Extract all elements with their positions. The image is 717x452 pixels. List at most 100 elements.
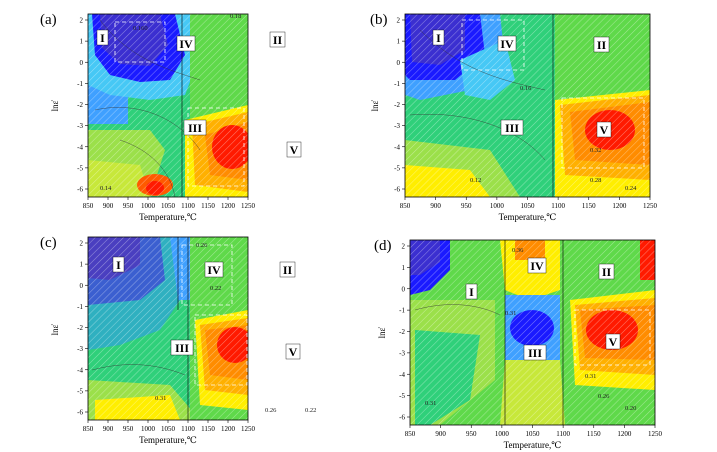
region-iii: III bbox=[523, 344, 547, 361]
contour-label: 0.31 bbox=[155, 395, 166, 402]
region-v: V bbox=[596, 121, 612, 138]
x-tick-label: 1050 bbox=[526, 430, 541, 438]
x-axis-label: Temperature,℃ bbox=[504, 440, 562, 450]
x-axis-label: Temperature,℃ bbox=[499, 212, 557, 222]
y-tick-label: -6 bbox=[394, 186, 400, 194]
svg-text:I: I bbox=[116, 258, 121, 272]
x-tick-label: 1200 bbox=[221, 202, 236, 210]
contour-label: 0.28 bbox=[590, 177, 601, 184]
y-tick-label: -3 bbox=[394, 122, 400, 130]
y-tick-label: -5 bbox=[77, 164, 83, 172]
svg-text:III: III bbox=[528, 346, 542, 360]
svg-text:V: V bbox=[609, 335, 618, 349]
x-tick-label: 1050 bbox=[521, 202, 536, 210]
x-tick-label: 1200 bbox=[612, 202, 627, 210]
panel-d-label: (d) bbox=[374, 238, 392, 254]
region-ii: II bbox=[279, 261, 296, 278]
y-tick-label: -3 bbox=[399, 349, 405, 357]
y-tick-label: 0 bbox=[402, 285, 406, 293]
region-iv: IV bbox=[176, 35, 196, 52]
svg-text:IV: IV bbox=[530, 259, 544, 273]
y-tick-label: 2 bbox=[402, 243, 406, 251]
panel-d-region-labels: I IV II III V bbox=[465, 257, 621, 361]
x-tick-label: 1150 bbox=[582, 202, 596, 210]
y-tick-label: -2 bbox=[399, 328, 405, 336]
contour-label: 0.31 bbox=[585, 373, 596, 380]
region-i: I bbox=[432, 29, 445, 46]
x-tick-label: 850 bbox=[83, 202, 94, 210]
panel-a: I IV II III V 0.160 0.14 0.18 bbox=[87, 13, 302, 198]
contour-label: 0.160 bbox=[133, 25, 148, 32]
y-axis-label: lnε̇ bbox=[50, 324, 60, 336]
y-tick-label: -6 bbox=[399, 414, 405, 422]
y-tick-label: -3 bbox=[77, 122, 83, 130]
y-tick-label: -6 bbox=[77, 186, 83, 194]
svg-text:II: II bbox=[283, 263, 293, 277]
svg-text:V: V bbox=[290, 143, 299, 157]
svg-text:I: I bbox=[436, 31, 441, 45]
region-iv: IV bbox=[527, 257, 547, 274]
region-iv: IV bbox=[497, 35, 517, 52]
region-ii: II bbox=[269, 31, 286, 48]
y-tick-label: -1 bbox=[77, 80, 83, 88]
y-tick-label: -4 bbox=[394, 143, 400, 151]
x-tick-label: 1050 bbox=[161, 202, 176, 210]
x-tick-label: 1250 bbox=[643, 202, 658, 210]
region-i: I bbox=[465, 283, 478, 300]
y-tick-label: -2 bbox=[77, 324, 83, 332]
contour-label: 0.24 bbox=[625, 185, 637, 192]
x-tick-label: 900 bbox=[435, 430, 446, 438]
svg-text:III: III bbox=[505, 121, 519, 135]
axes-layer: 850 900 950 1000 1050 1100 1150 1200 1250210-1-2… bbox=[50, 17, 663, 451]
contour-label: 0.22 bbox=[210, 285, 221, 292]
svg-text:V: V bbox=[289, 345, 298, 359]
x-tick-label: 850 bbox=[405, 430, 416, 438]
y-tick-label: -2 bbox=[394, 101, 400, 109]
y-tick-label: -1 bbox=[399, 307, 405, 315]
region-v: V bbox=[286, 141, 302, 158]
panel-c-label: (c) bbox=[40, 235, 57, 251]
y-tick-label: -4 bbox=[77, 143, 83, 151]
x-tick-label: 1000 bbox=[495, 430, 510, 438]
panel-c-region-labels: I IV II III V bbox=[112, 256, 301, 360]
panel-axes: 850 900 950 1000 1050 1100 1150 1200 1250 2 1 0 -1 -2… bbox=[370, 17, 658, 223]
y-tick-label: -3 bbox=[77, 345, 83, 353]
y-tick-label: 0 bbox=[80, 282, 84, 290]
region-ii: II bbox=[593, 36, 610, 53]
x-tick-label: 1100 bbox=[181, 202, 195, 210]
panel-a-region-labels: I IV II III V bbox=[96, 29, 302, 158]
x-tick-label: 950 bbox=[123, 202, 134, 210]
y-tick-label: -4 bbox=[399, 371, 405, 379]
x-tick-label: 1150 bbox=[201, 425, 215, 433]
contour-label: 0.26 bbox=[598, 393, 610, 400]
y-tick-label: 2 bbox=[80, 240, 84, 248]
x-tick-label: 1050 bbox=[161, 425, 176, 433]
y-tick-label: 1 bbox=[397, 38, 401, 46]
y-tick-label: 0 bbox=[80, 59, 84, 67]
contour-label: 0.32 bbox=[590, 147, 601, 154]
contour-label: 0.16 bbox=[520, 85, 532, 92]
y-tick-label: 1 bbox=[80, 261, 84, 269]
panel-b-region-labels: I IV II III V bbox=[432, 29, 612, 138]
contour-label: 0.26 bbox=[265, 407, 277, 414]
svg-text:IV: IV bbox=[500, 37, 514, 51]
x-tick-label: 1100 bbox=[181, 425, 195, 433]
svg-text:IV: IV bbox=[179, 37, 193, 51]
y-tick-label: -6 bbox=[77, 409, 83, 417]
x-tick-label: 950 bbox=[123, 425, 134, 433]
panel-b: I IV II III V 0.16 0.12 0.28 0.24 0.32 bbox=[404, 13, 651, 198]
y-tick-label: -5 bbox=[77, 387, 83, 395]
contour-label: 0.31 bbox=[425, 400, 436, 407]
x-tick-label: 950 bbox=[461, 202, 472, 210]
x-axis-label: Temperature,℃ bbox=[139, 212, 197, 222]
panel-a-label: (a) bbox=[40, 12, 57, 28]
region-iii: III bbox=[170, 339, 194, 356]
region-iii: III bbox=[183, 119, 207, 136]
svg-text:II: II bbox=[597, 38, 607, 52]
contour-label: 0.12 bbox=[470, 177, 481, 184]
y-tick-label: -5 bbox=[394, 164, 400, 172]
region-v: V bbox=[605, 333, 621, 350]
y-tick-label: -4 bbox=[77, 366, 83, 374]
x-tick-label: 1150 bbox=[587, 430, 601, 438]
region-iii: III bbox=[500, 119, 524, 136]
